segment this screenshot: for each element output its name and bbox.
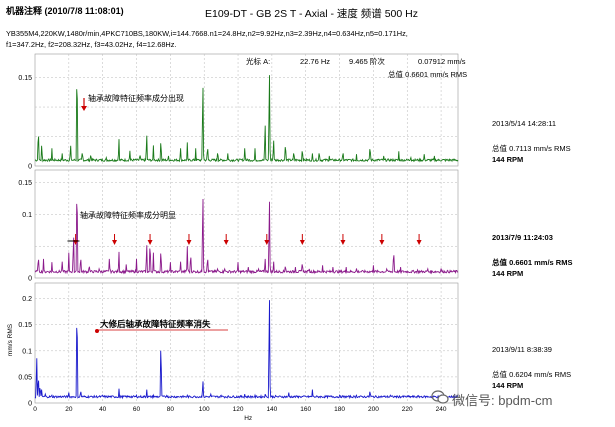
- y-tick-label: 0.15: [18, 180, 32, 187]
- panel-frame: [34, 169, 459, 279]
- bearing-freq-arrow-head: [112, 240, 118, 245]
- series-rpm: 144 RPM: [492, 381, 523, 390]
- machine-meta-line-2: f1=347.2Hz, f2=208.32Hz, f3=43.02Hz, f4=…: [6, 40, 177, 49]
- x-tick-label: 100: [199, 406, 210, 413]
- panel-frame: [34, 53, 459, 167]
- y-tick-label: 0.1: [22, 348, 32, 355]
- x-tick-label: 120: [233, 406, 244, 413]
- x-tick-label: 0: [33, 406, 37, 413]
- bearing-freq-arrow-head: [379, 240, 385, 245]
- annotation-note-1: 轴承故障特征频率成分出现: [88, 93, 184, 103]
- series-total: 总值 0.6601 mm/s RMS: [492, 257, 572, 267]
- panel-frame: [34, 282, 459, 404]
- y-tick-label: 0: [28, 401, 32, 408]
- spectrum-line: [34, 198, 459, 275]
- series-total: 总值 0.7113 mm/s RMS: [492, 143, 571, 153]
- annotation-label: 机器注释: [6, 6, 43, 16]
- x-tick-label: 180: [334, 406, 345, 413]
- cursor-order: 9.465 阶次: [349, 56, 385, 66]
- x-tick-label: 20: [65, 406, 73, 413]
- machine-annotation-header: 机器注释 (2010/7/8 11:08:01): [6, 4, 124, 17]
- y-axis-label: mm/s RMS: [7, 323, 14, 356]
- annotation-date: (2010/7/8 11:08:01): [44, 6, 124, 16]
- series-date: 2013/7/9 11:24:03: [492, 233, 553, 242]
- cursor-amplitude: 0.07912 mm/s: [418, 57, 466, 66]
- y-tick-label: 0.1: [22, 212, 32, 219]
- series-rpm: 144 RPM: [492, 155, 523, 164]
- bearing-freq-arrow-head: [416, 240, 422, 245]
- x-tick-label: 160: [300, 406, 311, 413]
- series-date: 2013/5/14 14:28:11: [492, 119, 556, 128]
- chart-title: E109-DT - GB 2S T - Axial - 速度 频谱 500 Hz: [205, 8, 418, 20]
- x-tick-label: 60: [133, 406, 141, 413]
- spectrum-line: [34, 75, 459, 163]
- x-tick-label: 200: [368, 406, 379, 413]
- x-tick-label: 220: [402, 406, 413, 413]
- annotation-dot: [95, 329, 99, 333]
- series-date: 2013/9/11 8:38:39: [492, 345, 552, 354]
- x-tick-label: 240: [436, 406, 447, 413]
- y-tick-label: 0.15: [18, 322, 32, 329]
- wechat-icon: [431, 390, 449, 404]
- y-tick-label: 0: [28, 164, 32, 171]
- bearing-freq-arrow-head: [299, 240, 305, 245]
- y-tick-label: 0.05: [18, 374, 32, 381]
- spectrum-line: [34, 300, 459, 400]
- series-total: 总值 0.6204 mm/s RMS: [492, 369, 571, 379]
- bearing-freq-arrow-head: [264, 240, 270, 245]
- x-tick-label: 80: [167, 406, 175, 413]
- cursor-total: 总值 0.6601 mm/s RMS: [388, 69, 467, 79]
- series-rpm: 144 RPM: [492, 269, 523, 278]
- machine-meta-line-1: YB355M4,220KW,1480r/min,4PKC710BS,180KW,…: [6, 29, 408, 38]
- cursor-freq: 22.76 Hz: [300, 57, 330, 66]
- annotation-arrow-head: [81, 106, 87, 111]
- y-tick-label: 0.2: [22, 296, 32, 303]
- x-tick-label: 40: [99, 406, 107, 413]
- bearing-freq-arrow-head: [223, 240, 229, 245]
- annotation-note-3: 大修后轴承故障特征频率消失: [100, 319, 211, 329]
- bearing-freq-arrow-head: [186, 240, 192, 245]
- bearing-freq-arrow-head: [340, 240, 346, 245]
- x-axis-label: Hz: [244, 415, 252, 422]
- x-tick-label: 140: [266, 406, 277, 413]
- watermark-text: 微信号: bpdm-cm: [452, 393, 553, 408]
- annotation-note-2: 轴承故障特征频率成分明显: [80, 210, 176, 220]
- bearing-freq-arrow-head: [147, 240, 153, 245]
- y-tick-label: 0: [28, 276, 32, 283]
- cursor-label: 光标 A:: [246, 56, 270, 66]
- y-tick-label: 0.15: [18, 75, 32, 82]
